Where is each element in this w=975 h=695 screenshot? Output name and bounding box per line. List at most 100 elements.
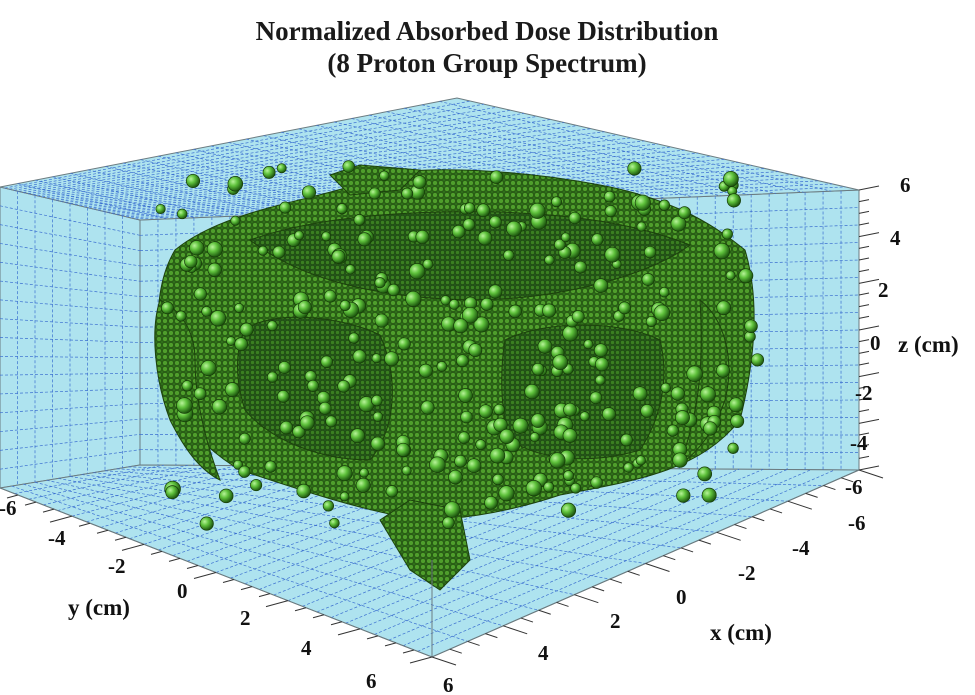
y-tick-mark	[312, 614, 325, 619]
dose-sphere	[627, 161, 642, 176]
dose-sphere	[670, 386, 685, 401]
dose-sphere	[489, 215, 502, 229]
dose-sphere	[640, 404, 654, 418]
z-tick-mark	[858, 397, 870, 401]
grid-floor-v	[93, 472, 717, 533]
grid-floor-h	[28, 464, 189, 500]
dose-sphere	[634, 194, 651, 211]
y-tick-mark	[258, 593, 271, 598]
z-axis-label: z (cm)	[898, 332, 959, 357]
x-tick-mark	[698, 539, 712, 545]
grid-top-h	[55, 134, 618, 201]
dose-sphere	[415, 229, 430, 244]
dose-sphere	[325, 415, 338, 428]
dose-sphere	[508, 304, 522, 319]
z-tick-mark	[858, 444, 870, 448]
dose-sphere	[503, 249, 515, 261]
x-tick-2: 2	[610, 609, 621, 633]
dose-sphere	[336, 203, 348, 215]
dose-sphere	[250, 479, 263, 492]
dose-sphere	[189, 240, 205, 256]
dose-sphere	[453, 318, 469, 334]
dose-sphere	[750, 353, 765, 367]
dose-sphere	[549, 452, 566, 469]
dose-sphere	[551, 196, 562, 208]
grid-back-yz-h	[0, 372, 141, 376]
dose-sphere	[643, 245, 657, 259]
dose-sphere	[678, 206, 691, 220]
dose-sphere	[266, 371, 279, 383]
grid-floor-h	[316, 468, 668, 613]
y-tick-m2: -2	[108, 554, 126, 578]
grid-top-v	[193, 149, 445, 208]
dose-sphere	[499, 428, 515, 444]
dose-sphere	[462, 218, 476, 231]
z-tick-6: 6	[900, 173, 911, 197]
z-tick-mark	[858, 245, 870, 249]
dose-sphere	[176, 397, 193, 414]
x-tick-4: 4	[538, 641, 549, 665]
z-tick-mark	[858, 339, 870, 343]
z-tick-m6: -6	[845, 475, 863, 499]
grid-floor-v	[34, 481, 539, 611]
grid-back-yz-h	[0, 224, 141, 251]
z-tick-mark	[858, 269, 870, 273]
dose-sphere	[544, 254, 555, 266]
dose-sphere	[723, 171, 739, 187]
y-tick-mark	[193, 572, 217, 579]
x-tick-mark	[858, 469, 884, 479]
dose-sphere	[658, 199, 671, 211]
grid-floor-h	[345, 468, 716, 624]
grid-back-yz-h	[0, 449, 141, 470]
grid-floor-h	[374, 469, 764, 635]
z-tick-mark	[858, 292, 870, 296]
dose-sphere	[594, 374, 606, 386]
z-tick-mark	[858, 257, 870, 261]
dose-sphere	[329, 517, 340, 529]
z-tick-0: 0	[870, 331, 881, 355]
dose-sphere	[623, 462, 634, 473]
y-tick-mark	[240, 586, 253, 591]
y-tick-mark	[337, 628, 361, 636]
tick-marks	[0, 185, 884, 666]
dose-sphere	[238, 432, 251, 445]
dose-sphere	[371, 353, 382, 364]
dose-sphere	[475, 439, 487, 451]
y-tick-mark	[409, 656, 433, 664]
dose-sphere	[193, 287, 207, 301]
grid-back-yz-h	[0, 280, 141, 297]
dose-sphere	[323, 289, 337, 303]
grid-top-h	[13, 106, 498, 191]
grid-floor-h	[417, 469, 836, 652]
dose-sphere	[563, 402, 577, 417]
dose-sphere	[529, 202, 546, 219]
x-tick-mark	[556, 601, 569, 607]
dose-sphere	[448, 299, 460, 310]
x-tick-mark	[467, 640, 480, 646]
dose-sphere	[387, 283, 400, 297]
z-tick-mark	[858, 199, 870, 203]
grid-back-yz-h	[0, 299, 141, 313]
dose-sphere	[318, 401, 332, 415]
dose-sphere	[292, 425, 306, 439]
dose-sphere	[477, 230, 493, 246]
dose-sphere	[571, 310, 585, 324]
dose-sphere	[279, 201, 292, 214]
dose-sphere	[279, 420, 294, 435]
dose-sphere	[165, 485, 180, 500]
dose-sphere	[589, 391, 603, 405]
dose-sphere	[560, 232, 571, 243]
grid-floor-h	[115, 465, 332, 534]
chart-title-line-2: (8 Proton Group Spectrum)	[327, 48, 646, 78]
grid-back-yz-h	[0, 205, 141, 236]
z-tick-4: 4	[890, 226, 901, 250]
dose-sphere	[641, 273, 655, 286]
grid-back-yz-h	[0, 261, 141, 282]
y-tick-mark	[96, 529, 109, 534]
dose-sphere	[489, 447, 506, 464]
dose-sphere	[342, 160, 355, 173]
dose-sphere	[604, 246, 621, 263]
dose-sphere	[530, 413, 546, 428]
dose-sphere	[233, 459, 243, 470]
dose-sphere	[562, 428, 578, 443]
